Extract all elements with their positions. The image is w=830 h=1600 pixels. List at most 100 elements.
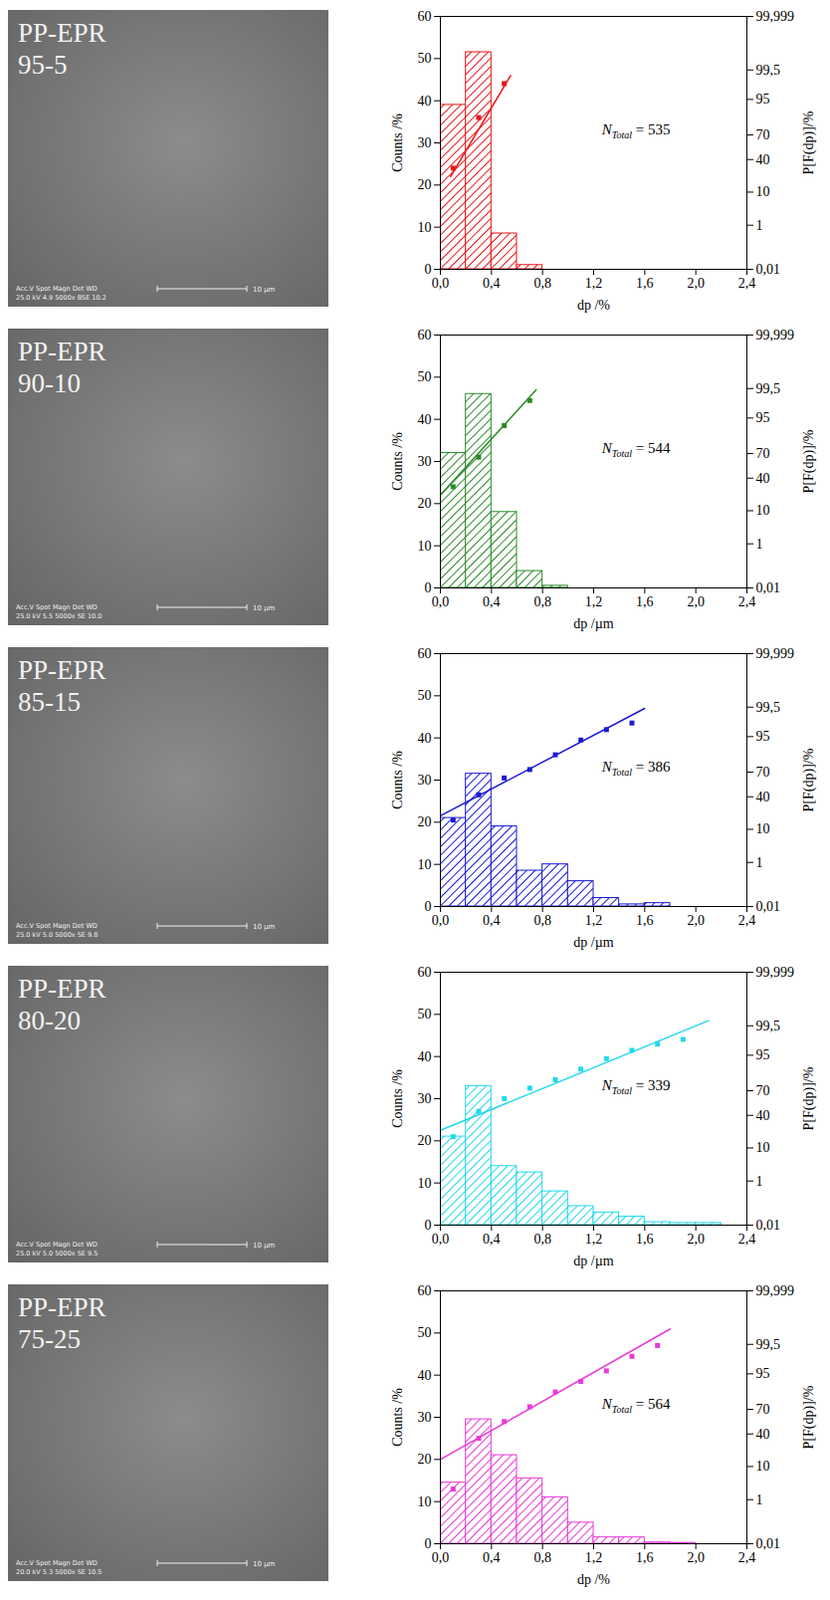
- svg-text:P[F(dp)]/%: P[F(dp)]/%: [801, 1384, 818, 1449]
- svg-text:50: 50: [417, 687, 432, 703]
- svg-text:1,6: 1,6: [635, 912, 654, 928]
- svg-text:10: 10: [756, 184, 771, 200]
- svg-text:95: 95: [756, 410, 771, 425]
- svg-text:0,0: 0,0: [431, 912, 450, 928]
- svg-text:10: 10: [417, 219, 432, 235]
- svg-text:1,2: 1,2: [585, 912, 604, 928]
- svg-text:95: 95: [756, 91, 771, 107]
- svg-text:NTotal = 535: NTotal = 535: [601, 121, 671, 141]
- svg-text:50: 50: [417, 369, 432, 385]
- svg-text:PP-EPR: PP-EPR: [17, 973, 107, 1004]
- svg-text:1: 1: [756, 854, 764, 870]
- svg-text:P[F(dp)]/%: P[F(dp)]/%: [801, 428, 818, 493]
- svg-text:0,0: 0,0: [431, 594, 450, 610]
- svg-text:70: 70: [756, 445, 771, 461]
- svg-text:30: 30: [417, 1090, 432, 1106]
- svg-text:0,0: 0,0: [431, 1231, 450, 1246]
- svg-text:2,4: 2,4: [738, 594, 757, 610]
- svg-text:50: 50: [417, 1006, 432, 1022]
- svg-text:99,5: 99,5: [756, 1336, 782, 1352]
- svg-text:Counts /%: Counts /%: [390, 1387, 406, 1447]
- svg-text:0: 0: [424, 580, 432, 596]
- svg-text:99,5: 99,5: [756, 699, 782, 715]
- svg-text:1: 1: [756, 217, 764, 233]
- svg-text:Acc.V Spot Magn Det WD: Acc.V Spot Magn Det WD: [15, 603, 98, 612]
- svg-text:70: 70: [756, 764, 771, 780]
- svg-text:10 µm: 10 µm: [252, 922, 276, 931]
- svg-text:1,6: 1,6: [635, 1231, 654, 1246]
- svg-text:60: 60: [417, 8, 432, 24]
- svg-text:25.0 kV 5.0 5000x SE 9.8: 25.0 kV 5.0 5000x SE 9.8: [15, 930, 98, 939]
- svg-text:0,4: 0,4: [482, 912, 501, 928]
- svg-text:0: 0: [424, 261, 432, 277]
- svg-text:NTotal = 386: NTotal = 386: [601, 758, 671, 778]
- svg-text:30: 30: [417, 453, 432, 469]
- svg-text:1,6: 1,6: [635, 1549, 654, 1565]
- svg-text:2,0: 2,0: [686, 912, 705, 928]
- svg-text:2,4: 2,4: [738, 275, 757, 291]
- svg-text:90-10: 90-10: [17, 368, 81, 399]
- svg-text:99,5: 99,5: [756, 381, 782, 397]
- svg-text:Acc.V Spot Magn Det WD: Acc.V Spot Magn Det WD: [15, 1558, 98, 1567]
- svg-text:0,01: 0,01: [756, 898, 782, 914]
- svg-text:0: 0: [424, 1217, 432, 1233]
- svg-text:0,0: 0,0: [431, 1549, 450, 1565]
- svg-text:99,999: 99,999: [756, 8, 796, 24]
- svg-text:dp /%: dp /%: [577, 1571, 611, 1587]
- svg-text:50: 50: [417, 1324, 432, 1340]
- svg-text:0,8: 0,8: [533, 1549, 552, 1565]
- svg-text:Acc.V Spot Magn Det WD: Acc.V Spot Magn Det WD: [15, 284, 98, 293]
- svg-text:25.0 kV 5.0 5000x SE 9.5: 25.0 kV 5.0 5000x SE 9.5: [15, 1248, 98, 1257]
- svg-text:1,2: 1,2: [585, 1549, 604, 1565]
- svg-text:99,999: 99,999: [756, 645, 796, 661]
- svg-text:2,0: 2,0: [686, 275, 705, 291]
- svg-text:40: 40: [417, 412, 432, 427]
- svg-text:75-25: 75-25: [17, 1323, 81, 1354]
- svg-text:70: 70: [756, 1401, 771, 1417]
- svg-text:dp /µm: dp /µm: [573, 1252, 614, 1268]
- svg-text:0,4: 0,4: [482, 1549, 501, 1565]
- svg-text:NTotal = 544: NTotal = 544: [601, 439, 671, 459]
- svg-text:30: 30: [417, 135, 432, 151]
- svg-text:0,8: 0,8: [533, 912, 552, 928]
- svg-text:Acc.V Spot Magn Det WD: Acc.V Spot Magn Det WD: [15, 1240, 98, 1248]
- svg-text:0: 0: [424, 1535, 432, 1551]
- svg-text:NTotal = 339: NTotal = 339: [601, 1076, 671, 1096]
- svg-text:60: 60: [417, 327, 432, 343]
- svg-text:0,01: 0,01: [756, 1535, 782, 1551]
- svg-text:2,0: 2,0: [686, 594, 705, 610]
- svg-text:2,4: 2,4: [738, 1231, 757, 1246]
- svg-text:dp /µm: dp /µm: [573, 934, 614, 950]
- svg-text:0,8: 0,8: [533, 275, 552, 291]
- svg-text:10 µm: 10 µm: [252, 1241, 276, 1249]
- svg-text:1: 1: [756, 536, 764, 552]
- svg-text:40: 40: [417, 93, 432, 109]
- svg-text:1,2: 1,2: [585, 1231, 604, 1246]
- svg-text:30: 30: [417, 772, 432, 788]
- svg-text:60: 60: [417, 645, 432, 661]
- svg-text:10: 10: [417, 856, 432, 872]
- svg-text:0,8: 0,8: [533, 594, 552, 610]
- svg-text:40: 40: [756, 152, 771, 168]
- svg-text:40: 40: [417, 1367, 432, 1383]
- svg-text:dp /µm: dp /µm: [573, 616, 614, 631]
- svg-text:2,4: 2,4: [738, 1549, 757, 1565]
- svg-text:10: 10: [756, 1457, 771, 1473]
- svg-text:10 µm: 10 µm: [252, 604, 276, 613]
- svg-text:Acc.V Spot Magn Det WD: Acc.V Spot Magn Det WD: [15, 921, 98, 930]
- svg-text:60: 60: [417, 964, 432, 980]
- svg-text:40: 40: [756, 1426, 771, 1442]
- svg-text:40: 40: [756, 789, 771, 805]
- svg-text:Counts /%: Counts /%: [390, 431, 406, 491]
- svg-text:1,6: 1,6: [635, 275, 654, 291]
- svg-text:0,4: 0,4: [482, 1231, 501, 1246]
- svg-text:20: 20: [417, 1132, 432, 1148]
- svg-text:1,6: 1,6: [635, 594, 654, 610]
- svg-text:40: 40: [756, 1107, 771, 1123]
- svg-text:0: 0: [424, 898, 432, 914]
- svg-text:1: 1: [756, 1173, 764, 1189]
- svg-text:PP-EPR: PP-EPR: [17, 654, 107, 685]
- svg-text:PP-EPR: PP-EPR: [17, 1291, 107, 1322]
- svg-text:40: 40: [417, 1048, 432, 1064]
- svg-text:99,999: 99,999: [756, 964, 796, 980]
